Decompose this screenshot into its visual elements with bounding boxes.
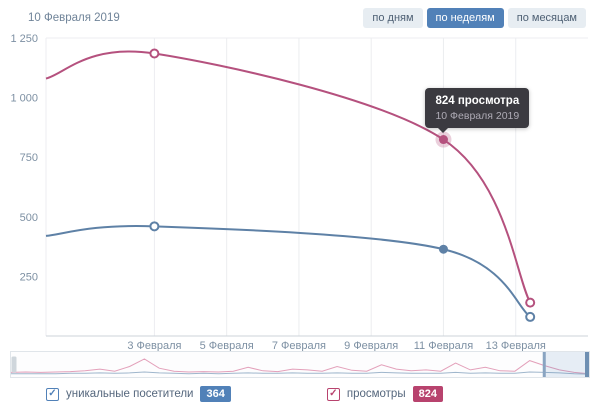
checkbox-unique-visitors[interactable]: ✓: [46, 388, 59, 401]
legend-item-1[interactable]: ✓ просмотры 824: [327, 386, 443, 402]
check-icon: ✓: [329, 389, 337, 399]
navigator-handle-left[interactable]: [543, 352, 546, 377]
data-point-marker[interactable]: [439, 245, 448, 254]
range-navigator[interactable]: [10, 351, 590, 378]
data-point-marker[interactable]: [150, 222, 158, 230]
stats-widget: 10 Февраля 2019 по дням по неделям по ме…: [0, 0, 600, 414]
series-line: [46, 226, 530, 317]
data-point-marker[interactable]: [150, 49, 158, 57]
navigator-selection[interactable]: [543, 352, 589, 377]
tab-by-month[interactable]: по месяцам: [508, 8, 586, 28]
navigator-sparkline-visitors: [11, 372, 589, 374]
y-axis-label: 250: [20, 271, 38, 283]
navigator-chart[interactable]: [11, 352, 589, 377]
data-point-marker[interactable]: [526, 313, 534, 321]
line-chart[interactable]: 2505007501 0001 2503 Февраля5 Февраля7 Ф…: [0, 0, 600, 352]
tooltip: 824 просмотра 10 Февраля 2019: [425, 88, 529, 128]
checkbox-views[interactable]: ✓: [327, 388, 340, 401]
navigator-sparkline-views: [11, 359, 589, 374]
legend-label-unique-visitors: уникальные посетители: [66, 388, 193, 400]
navigator-handle-right[interactable]: [585, 352, 589, 377]
legend: ✓ уникальные посетители 364 ✓ просмотры …: [46, 386, 443, 402]
tooltip-value: 824 просмотра: [435, 95, 519, 107]
period-tabs: по дням по неделям по месяцам: [363, 8, 586, 28]
legend-badge-unique-visitors: 364: [200, 386, 230, 402]
y-axis-label: 500: [20, 212, 38, 224]
current-date-label: 10 Февраля 2019: [28, 12, 120, 24]
legend-label-views: просмотры: [347, 388, 406, 400]
check-icon: ✓: [48, 389, 56, 399]
data-point-marker[interactable]: [439, 135, 448, 144]
y-axis-label: 750: [20, 152, 38, 164]
tooltip-date: 10 Февраля 2019: [435, 110, 519, 122]
tab-by-day[interactable]: по дням: [363, 8, 422, 28]
legend-item-0[interactable]: ✓ уникальные посетители 364: [46, 386, 231, 402]
y-axis-label: 1 000: [10, 93, 38, 105]
legend-badge-views: 824: [413, 386, 443, 402]
chart-header: 10 Февраля 2019 по дням по неделям по ме…: [28, 7, 586, 29]
data-point-marker[interactable]: [526, 299, 534, 307]
tab-by-week[interactable]: по неделям: [427, 8, 504, 28]
navigator-left-grip[interactable]: [12, 357, 17, 373]
y-axis-label: 1 250: [10, 33, 38, 45]
